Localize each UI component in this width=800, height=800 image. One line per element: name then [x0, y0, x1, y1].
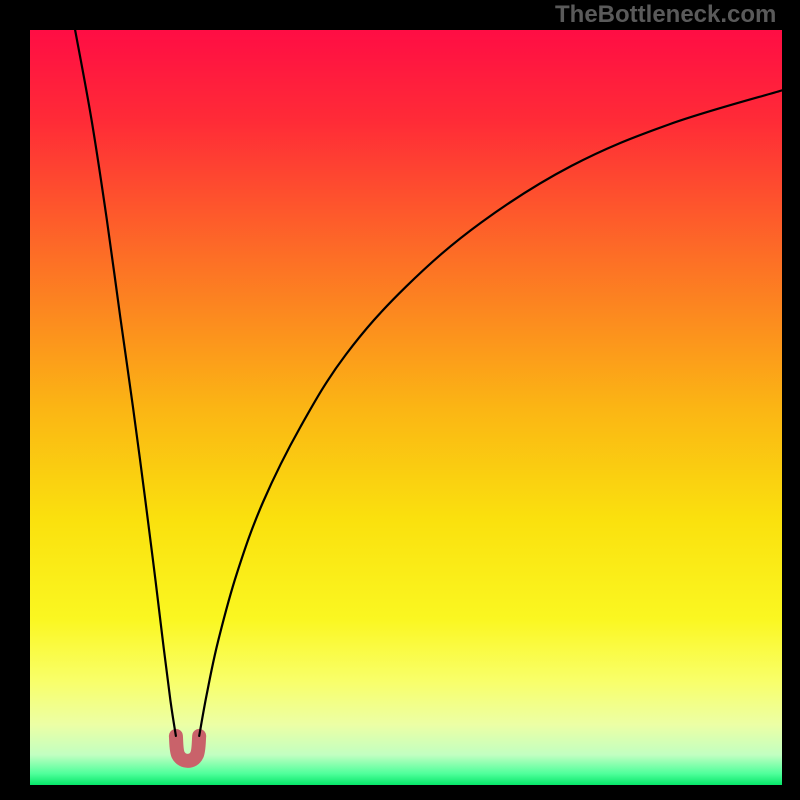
watermark-text: TheBottleneck.com [555, 1, 776, 29]
gradient-background [30, 30, 782, 785]
plot-area [30, 30, 782, 785]
bottleneck-chart [30, 30, 782, 785]
chart-container: TheBottleneck.com [0, 0, 800, 800]
